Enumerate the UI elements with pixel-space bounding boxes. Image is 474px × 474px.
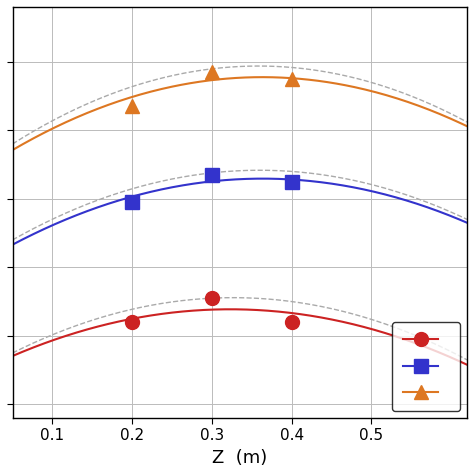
Legend: , , : , , [392,322,460,411]
X-axis label: Z  (m): Z (m) [212,449,267,467]
